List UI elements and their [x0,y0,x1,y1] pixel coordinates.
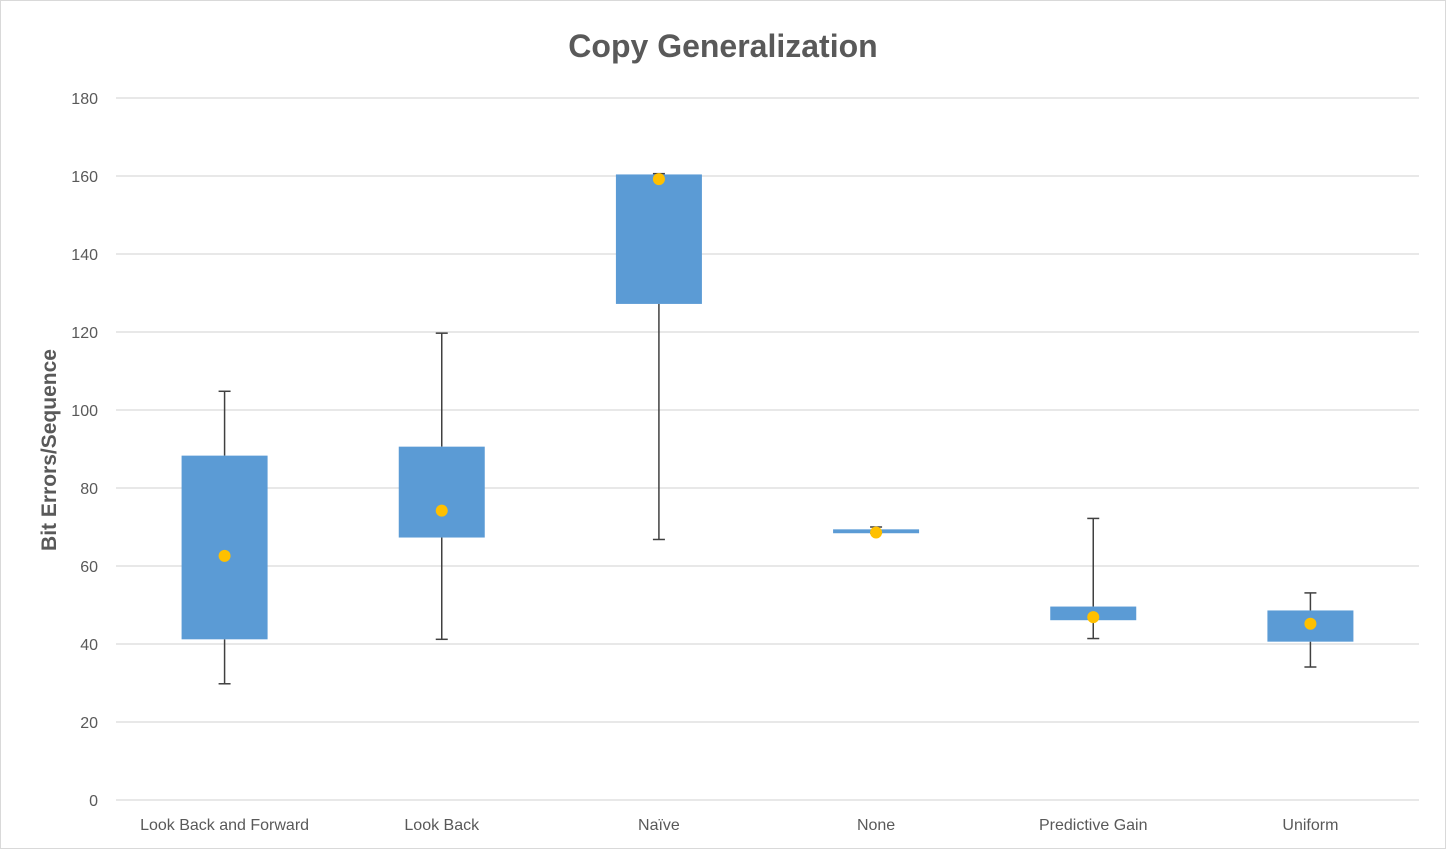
mean-marker [218,549,231,562]
x-category-label: Look Back and Forward [140,817,309,834]
x-category-label: None [857,817,895,834]
x-category-label: Uniform [1282,817,1338,834]
iqr-box [181,455,268,640]
mean-marker [1304,617,1317,630]
box-group-0 [181,390,268,685]
y-tick-label-60: 60 [80,559,98,576]
y-tick-label-80: 80 [80,481,98,498]
y-tick-label-20: 20 [80,715,98,732]
x-category-label: Look Back [404,817,480,834]
box-group-2 [615,172,702,541]
box-group-4 [1050,517,1137,640]
y-tick-label-100: 100 [71,403,98,420]
chart-title: Copy Generalization [568,28,877,64]
x-category-label: Predictive Gain [1039,817,1148,834]
y-tick-label-180: 180 [71,91,98,108]
mean-marker [870,526,883,539]
y-tick-label-0: 0 [89,793,98,810]
box-series [181,172,1354,685]
box-group-1 [398,332,485,641]
y-axis-title: Bit Errors/Sequence [38,349,61,551]
y-tick-label-160: 160 [71,169,98,186]
y-axis-ticks: 0 20 40 60 80 100 120 140 160 180 [71,91,98,810]
y-tick-label-120: 120 [71,325,98,342]
x-axis-categories: Look Back and Forward Look Back Naïve None P… [140,817,1338,834]
y-tick-label-40: 40 [80,637,98,654]
gridlines [116,97,1419,801]
box-group-3 [833,526,920,539]
mean-marker [1087,611,1100,624]
x-category-label: Naïve [638,817,680,834]
iqr-box [398,446,485,538]
y-tick-label-140: 140 [71,247,98,264]
iqr-box [615,174,702,304]
box-group-5 [1267,592,1354,668]
mean-marker [652,173,665,186]
mean-marker [435,504,448,517]
